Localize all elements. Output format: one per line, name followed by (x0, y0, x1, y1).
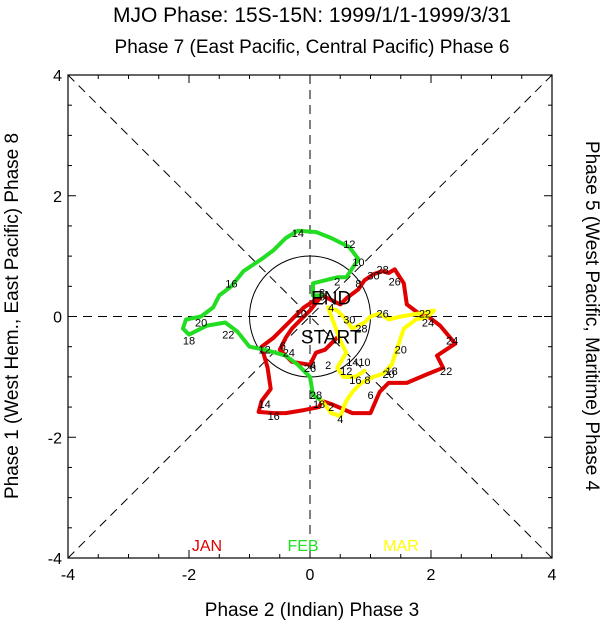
y-tick-label: 0 (53, 310, 62, 327)
day-label: 6 (319, 292, 325, 304)
day-label: 28 (355, 324, 367, 336)
day-label: 14 (259, 399, 271, 411)
day-label: 6 (367, 390, 373, 402)
day-label: 18 (313, 399, 325, 411)
day-label: 4 (337, 414, 343, 426)
day-label: 6 (280, 340, 286, 352)
legend-feb: FEB (287, 538, 318, 555)
day-label: 4 (328, 302, 334, 314)
x-tick-label: 0 (306, 567, 315, 584)
day-label: 26 (376, 308, 388, 320)
x-tick-label: 2 (427, 567, 436, 584)
day-label: 22 (222, 330, 234, 342)
day-label: 8 (319, 287, 325, 299)
day-label: 12 (343, 239, 355, 251)
right-phase-label: Phase 5 (West Pacific, Maritime) Phase 4 (581, 141, 602, 492)
y-tick-label: -4 (48, 551, 62, 568)
day-label: 26 (304, 363, 316, 375)
day-label: 22 (440, 366, 452, 378)
day-label: 2 (325, 360, 331, 372)
day-label: 24 (446, 336, 458, 348)
day-label: 28 (376, 264, 388, 276)
day-label: 14 (346, 357, 358, 369)
y-tick-label: 2 (53, 189, 62, 206)
day-label: 24 (422, 318, 434, 330)
x-tick-label: 4 (548, 567, 557, 584)
legend-jan: JAN (192, 538, 222, 555)
day-label: 30 (343, 315, 355, 327)
day-label: 2 (334, 276, 340, 288)
day-label: 14 (292, 228, 304, 240)
day-label: 4 (310, 360, 316, 372)
day-label: 10 (295, 308, 307, 320)
y-tick-label: -2 (48, 430, 62, 447)
bottom-phase-label: Phase 2 (Indian) Phase 3 (205, 600, 419, 621)
day-label: 10 (358, 357, 370, 369)
day-label: 18 (183, 336, 195, 348)
diagonal-divider (67, 74, 553, 559)
day-label: 20 (395, 345, 407, 357)
x-tick-label: -2 (182, 567, 196, 584)
start-label: START (301, 328, 362, 349)
series-line-jan (256, 267, 458, 416)
day-label: 8 (364, 375, 370, 387)
day-label: 30 (367, 270, 379, 282)
day-label: 16 (349, 375, 361, 387)
day-label: 2 (328, 402, 334, 414)
day-label: 26 (389, 276, 401, 288)
day-label: 16 (225, 278, 237, 290)
chart-title: MJO Phase: 15S-15N: 1999/1/1-1999/3/31 (113, 4, 511, 27)
legend-mar: MAR (383, 538, 419, 555)
day-label: 10 (352, 257, 364, 269)
end-label: END (311, 288, 351, 309)
day-label: 16 (268, 411, 280, 423)
day-label: 12 (340, 366, 352, 378)
diagonal-divider (67, 74, 553, 559)
day-label: 24 (283, 348, 295, 360)
x-tick-label: -4 (61, 567, 75, 584)
series-line-feb (180, 228, 361, 403)
day-label: 20 (383, 369, 395, 381)
day-label: 18 (386, 366, 398, 378)
day-label: 8 (355, 278, 361, 290)
day-label: 22 (419, 308, 431, 320)
y-tick-label: 4 (53, 68, 62, 85)
day-label: 20 (195, 318, 207, 330)
day-label: 28 (310, 390, 322, 402)
series-line-mar (320, 305, 436, 419)
top-phase-label: Phase 7 (East Pacific, Central Pacific) … (115, 37, 510, 58)
left-phase-label: Phase 1 (West Hem., East Pacific) Phase … (2, 133, 23, 499)
day-label: 12 (259, 345, 271, 357)
